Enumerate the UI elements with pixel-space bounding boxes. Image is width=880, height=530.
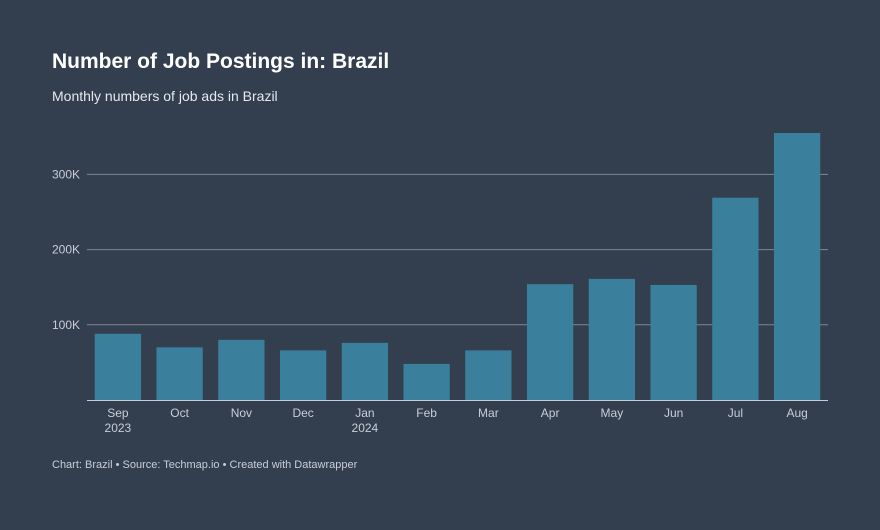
x-tick-label: 2023: [105, 421, 132, 435]
footer-chart-label: Chart: Brazil: [52, 459, 113, 471]
bar: [712, 197, 759, 400]
y-tick-label: 300K: [52, 167, 80, 181]
bar: [218, 339, 265, 400]
x-tick-label: Jun: [664, 406, 683, 420]
footer-separator: •: [112, 459, 123, 471]
x-tick-label: 2024: [352, 421, 379, 435]
bar: [588, 278, 636, 400]
x-tick-label: Dec: [292, 406, 313, 420]
x-tick-label: Sep: [107, 406, 129, 420]
x-tick-label: Feb: [416, 406, 437, 420]
gridlines: 100K 200K 300K: [52, 167, 828, 332]
footer-separator: •: [219, 459, 230, 471]
footer-credit: Created with Datawrapper: [229, 459, 358, 471]
bar: [94, 333, 142, 400]
bar: [465, 350, 512, 400]
x-tick-label: Mar: [478, 406, 499, 420]
chart-subtitle: Monthly numbers of job ads in Brazil: [52, 88, 278, 104]
chart-title: Number of Job Postings in: Brazil: [52, 50, 390, 73]
footer-source: Source: Techmap.io: [122, 459, 220, 471]
x-tick-label: Apr: [541, 406, 560, 420]
bar: [403, 363, 450, 400]
x-tick-label: Nov: [231, 406, 252, 420]
bar: [341, 342, 389, 400]
y-tick-label: 200K: [52, 243, 80, 257]
bars: [94, 133, 821, 400]
x-tick-label: May: [601, 406, 624, 420]
bar: [526, 284, 574, 400]
bar: [156, 347, 203, 400]
bar: [279, 350, 327, 400]
chart-footer: Chart: Brazil • Source: Techmap.io • Cre…: [52, 459, 357, 471]
y-tick-label: 100K: [52, 318, 80, 332]
bar: [773, 133, 821, 400]
x-tick-label: Oct: [170, 406, 189, 420]
x-tick-label: Jan: [355, 406, 374, 420]
bar: [650, 284, 697, 400]
x-tick-label: Aug: [786, 406, 807, 420]
x-tick-label: Jul: [728, 406, 743, 420]
